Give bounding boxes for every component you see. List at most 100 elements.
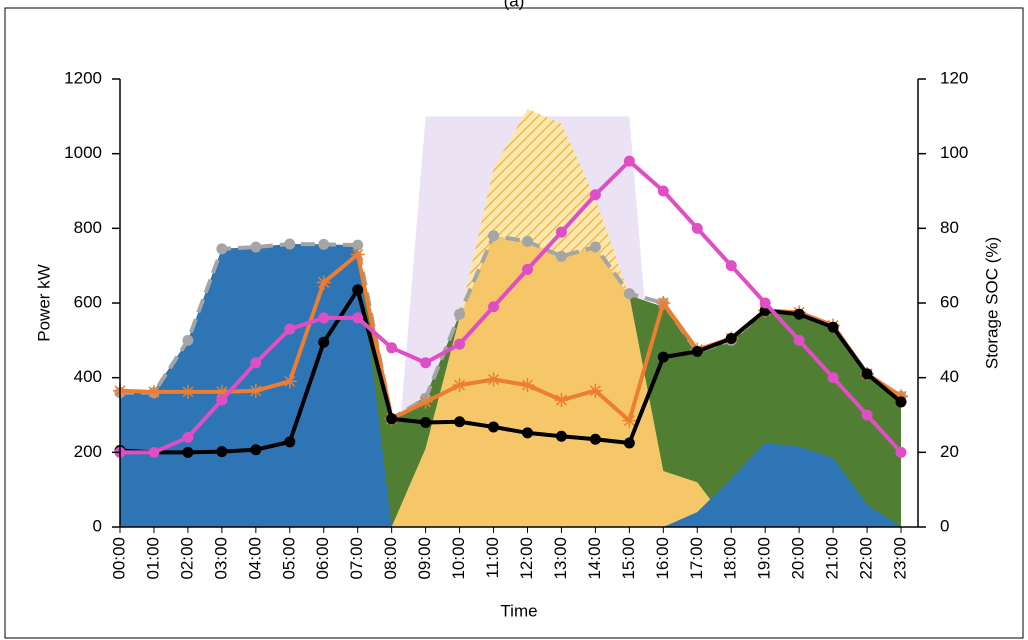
marker bbox=[350, 247, 365, 262]
x-tick-label: 13:00 bbox=[551, 537, 570, 580]
marker bbox=[148, 446, 160, 458]
marker bbox=[657, 351, 669, 363]
x-tick-label: 02:00 bbox=[177, 537, 196, 580]
marker bbox=[454, 338, 466, 350]
marker bbox=[488, 230, 500, 242]
y-axis-label: Power kW bbox=[34, 264, 53, 341]
marker bbox=[555, 250, 567, 262]
marker bbox=[318, 312, 330, 324]
x-tick-label: 09:00 bbox=[415, 537, 434, 580]
marker bbox=[623, 437, 635, 449]
x-tick-label: 11:00 bbox=[483, 537, 502, 578]
marker bbox=[318, 336, 330, 348]
marker bbox=[725, 260, 737, 272]
x-tick-label: 16:00 bbox=[653, 537, 672, 580]
marker bbox=[589, 241, 601, 253]
x-tick-label: 22:00 bbox=[857, 537, 876, 580]
marker bbox=[656, 296, 671, 310]
marker bbox=[895, 396, 907, 408]
y2-tick-label: 20 bbox=[940, 442, 959, 461]
y-tick-label: 1000 bbox=[64, 143, 102, 162]
marker bbox=[452, 378, 467, 393]
line bbox=[120, 233, 903, 421]
y-tick-label: 600 bbox=[74, 292, 102, 311]
marker bbox=[216, 394, 228, 406]
x-tick-label: 01:00 bbox=[143, 537, 162, 580]
marker bbox=[488, 421, 500, 433]
marker bbox=[827, 372, 839, 384]
marker bbox=[657, 185, 669, 197]
marker bbox=[861, 368, 873, 380]
marker bbox=[793, 334, 805, 346]
marker bbox=[520, 378, 535, 393]
x-tick-label: 06:00 bbox=[313, 537, 332, 580]
x-tick-label: 03:00 bbox=[211, 537, 230, 580]
marker bbox=[418, 394, 433, 409]
marker bbox=[352, 239, 364, 251]
marker bbox=[146, 384, 161, 399]
line bbox=[120, 159, 903, 455]
marker bbox=[420, 416, 432, 428]
y2-tick-label: 60 bbox=[940, 292, 959, 311]
marker bbox=[521, 427, 533, 439]
marker bbox=[180, 384, 195, 399]
x-axis-label: Time bbox=[500, 601, 537, 620]
frame bbox=[4, 7, 1024, 639]
marker bbox=[488, 301, 500, 313]
marker bbox=[691, 346, 703, 358]
x-tick-label: 14:00 bbox=[585, 537, 604, 580]
marker bbox=[454, 308, 466, 320]
x-tick-label: 07:00 bbox=[347, 537, 366, 580]
marker bbox=[623, 155, 635, 167]
y2-tick-label: 0 bbox=[940, 516, 949, 535]
marker bbox=[554, 393, 569, 408]
x-tick-label: 19:00 bbox=[755, 537, 774, 580]
x-tick-label: 05:00 bbox=[279, 537, 298, 580]
x-tick-label: 12:00 bbox=[517, 537, 536, 580]
marker bbox=[182, 334, 194, 346]
marker bbox=[895, 446, 907, 458]
marker bbox=[521, 235, 533, 247]
marker bbox=[248, 383, 263, 398]
x-tick-label: 00:00 bbox=[109, 537, 128, 580]
marker bbox=[182, 446, 194, 458]
marker bbox=[759, 297, 771, 309]
x-tick-label: 20:00 bbox=[789, 537, 808, 580]
marker bbox=[894, 389, 909, 404]
x-tick-label: 17:00 bbox=[687, 537, 706, 580]
y2-axis-label: Storage SOC (%) bbox=[982, 237, 1001, 369]
area bbox=[391, 235, 732, 528]
y-tick-label: 200 bbox=[74, 442, 102, 461]
y2-tick-label: 120 bbox=[940, 68, 968, 87]
x-tick-label: 08:00 bbox=[381, 537, 400, 580]
marker bbox=[250, 241, 262, 253]
marker bbox=[386, 413, 398, 425]
x-tick-label: 04:00 bbox=[245, 537, 264, 580]
y-tick-label: 800 bbox=[74, 218, 102, 237]
y-tick-label: 400 bbox=[74, 367, 102, 386]
marker bbox=[861, 409, 873, 421]
marker bbox=[352, 284, 364, 296]
marker bbox=[555, 430, 567, 442]
marker bbox=[691, 222, 703, 234]
marker bbox=[284, 436, 296, 448]
marker bbox=[827, 321, 839, 333]
marker bbox=[793, 308, 805, 320]
x-tick-label: 21:00 bbox=[823, 537, 842, 580]
marker bbox=[182, 431, 194, 443]
chart-title: (a) bbox=[504, 0, 525, 10]
marker bbox=[555, 226, 567, 238]
marker bbox=[589, 433, 601, 445]
marker bbox=[214, 384, 229, 399]
x-tick-label: 10:00 bbox=[449, 537, 468, 580]
y2-tick-label: 80 bbox=[940, 218, 959, 237]
marker bbox=[282, 374, 297, 389]
marker bbox=[216, 243, 228, 255]
y2-tick-label: 100 bbox=[940, 143, 968, 162]
marker bbox=[386, 342, 398, 354]
marker bbox=[588, 383, 603, 398]
marker bbox=[725, 332, 737, 344]
marker bbox=[352, 312, 364, 324]
